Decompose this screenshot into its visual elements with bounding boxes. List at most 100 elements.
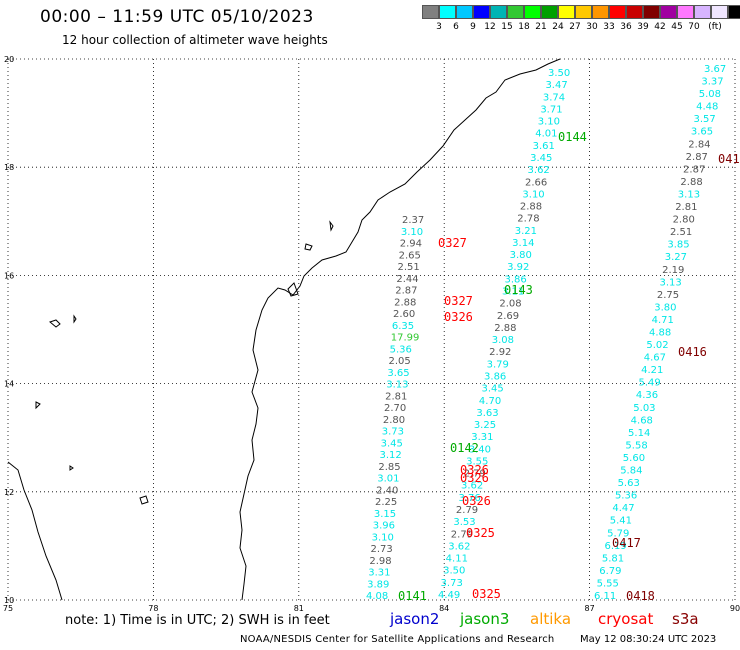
track-c-value: 4.21 [641,365,663,376]
wave-height-values: 3.503.473.743.713.104.013.613.453.622.66… [366,64,726,602]
track-c-value: 5.36 [615,491,637,502]
track-a-value: 2.88 [520,202,542,213]
track-a-value: 3.14 [512,238,534,249]
track-a-value: 3.62 [528,165,550,176]
footnote: note: 1) Time is in UTC; 2) SWH is in fe… [65,613,330,628]
track-b-value: 3.10 [372,532,394,543]
track-c-value: 2.75 [657,290,679,301]
track-b-value: 2.05 [389,356,411,367]
track-c-value: 2.84 [688,139,710,150]
color-scale-label: 39 [637,22,649,32]
color-scale-label: 9 [470,22,476,32]
color-swatch [677,5,694,19]
pass-time-label: 0326 [460,471,489,485]
x-tick-label: 84 [439,604,449,613]
pass-time-label: 0144 [558,130,587,144]
track-c-value: 5.14 [628,428,650,439]
track-c-value: 4.47 [612,503,634,514]
color-swatch [456,5,473,19]
pass-time-label: 0327 [438,236,467,250]
track-a-value: 3.62 [448,541,470,552]
pass-time-label: 0141 [398,589,427,603]
track-a-value: 3.10 [538,117,560,128]
track-b-value: 2.81 [385,391,407,402]
coastline-west [7,461,63,601]
pass-time-label: 0325 [472,587,501,601]
x-tick-label: 75 [3,604,13,613]
track-b-value: 3.65 [387,368,409,379]
track-c-value: 5.41 [610,516,632,527]
satellite-legend-cryosat: cryosat [598,610,654,628]
track-c-value: 2.87 [683,164,705,175]
track-a-value: 2.79 [451,529,473,540]
color-scale-label: 21 [535,22,547,32]
track-a-value: 3.50 [443,566,465,577]
track-a-value: 4.70 [479,396,501,407]
color-swatch [524,5,541,19]
color-scale-label: 18 [518,22,530,32]
track-a-value: 3.47 [545,80,567,91]
coastline-island [69,465,74,471]
coastline-island [304,243,313,251]
track-b-value: 2.70 [384,403,406,414]
color-swatch [660,5,677,19]
satellite-legend-s3a: s3a [672,610,699,628]
track-c-value: 3.80 [654,302,676,313]
color-swatch [711,5,728,19]
track-b-value: 3.31 [368,568,390,579]
track-a-value: 3.21 [515,226,537,237]
track-a-value: 3.08 [492,335,514,346]
pass-time-label: 0326 [444,310,473,324]
track-a-value: 3.86 [505,274,527,285]
x-tick-label: 90 [730,604,740,613]
track-a-value: 3.25 [474,420,496,431]
coastline-island [139,495,149,505]
track-c-value: 6.19 [604,541,626,552]
track-a-value: 3.31 [471,432,493,443]
track-c-value: 2.81 [675,202,697,213]
track-c-value: 4.68 [631,415,653,426]
pass-time-labels: 0144032701430327032604160142032603260326… [398,130,740,603]
color-swatch [439,5,456,19]
track-c-value: 4.48 [696,102,718,113]
track-a-value: 3.45 [481,384,503,395]
track-b-value: 3.12 [380,450,402,461]
pass-time-label: 0326 [462,494,491,508]
color-swatch [422,5,439,19]
x-tick-label: 87 [585,604,595,613]
credit-line: NOAA/NESDIS Center for Satellite Applica… [240,634,555,645]
track-a-value: 2.78 [517,214,539,225]
track-c-value: 5.49 [639,378,661,389]
axis-tick-labels: 75 78 81 84 87 90 10 12 14 16 18 20 [3,55,740,613]
color-swatch [507,5,524,19]
y-tick-label: 20 [4,55,14,64]
track-c-value: 5.55 [597,578,619,589]
track-a-value: 3.63 [476,408,498,419]
track-c-value: 4.36 [636,390,658,401]
track-c-value: 3.67 [704,64,726,75]
track-b-value: 2.65 [399,250,421,261]
map-title: 00:00 – 11:59 UTC 05/10/2023 [40,7,314,27]
pass-time-label: 0142 [450,441,479,455]
track-b-value: 2.73 [371,544,393,555]
track-b-value: 2.88 [394,297,416,308]
track-b-value: 2.40 [376,485,398,496]
track-a-value: 2.79 [464,469,486,480]
track-b-value: 2.60 [393,309,415,320]
color-scale-label: 24 [552,22,564,32]
track-a-value: 3.62 [461,481,483,492]
track-b-value: 5.36 [390,344,412,355]
track-a-value: 4.01 [535,129,557,140]
track-b-value: 2.85 [378,462,400,473]
track-c-value: 2.88 [680,177,702,188]
track-a-value: 4.49 [438,590,460,601]
color-swatch [643,5,660,19]
track-c-value: 5.63 [618,478,640,489]
track-b-value: 2.98 [369,556,391,567]
pass-time-label: 0416 [678,345,707,359]
track-c-value: 3.13 [659,277,681,288]
color-scale-label: 70 [688,22,700,32]
track-c-value: 2.19 [662,265,684,276]
track-c-value: 6.79 [599,566,621,577]
